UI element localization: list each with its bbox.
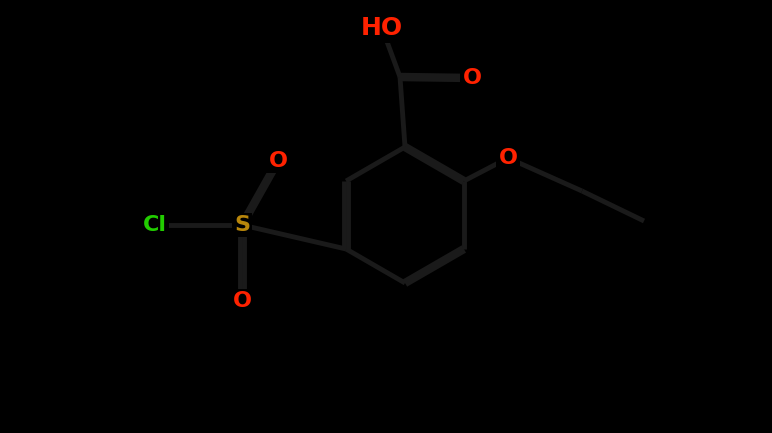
Text: HO: HO xyxy=(361,16,403,40)
Text: O: O xyxy=(232,291,252,311)
Text: S: S xyxy=(234,215,250,235)
Text: O: O xyxy=(462,68,482,88)
Text: O: O xyxy=(499,148,517,168)
Text: O: O xyxy=(269,151,287,171)
Text: Cl: Cl xyxy=(143,215,167,235)
